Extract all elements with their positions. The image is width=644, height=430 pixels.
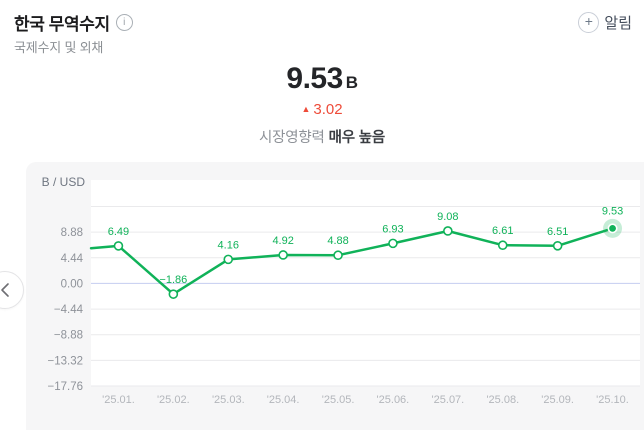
change-value: 3.02 (313, 101, 343, 118)
alarm-button[interactable]: + 알림 (578, 11, 632, 33)
data-point-'25.03.[interactable] (223, 254, 234, 265)
chevron-left-icon (1, 283, 9, 297)
market-impact-level: 매우 높음 (328, 130, 386, 146)
x-axis-label: '25.08. (486, 394, 519, 406)
x-axis-label: '25.05. (322, 394, 355, 406)
data-point-label: 4.92 (272, 235, 293, 247)
page-title: 한국 무역수지 (14, 14, 110, 34)
x-axis-label: '25.09. (541, 394, 574, 406)
trade-balance-line-chart[interactable]: 8.88 4.44 0.00 −4.44 −8.88 −13.32 −17.76 6.49 −1… (26, 180, 644, 418)
y-axis-unit-label: B / USD (41, 175, 85, 189)
data-point-label: 6.49 (108, 226, 129, 238)
data-point-'25.05.[interactable] (333, 250, 343, 261)
info-icon[interactable]: i (115, 13, 133, 31)
current-value-number: 9.53 (286, 62, 343, 95)
data-point-label: 4.16 (218, 239, 239, 251)
x-axis-label: '25.01. (102, 394, 135, 406)
chart-panel: B / USD 8.88 4.44 0.00 −4.44 −8.88 −13.32 −17.… (26, 162, 644, 430)
data-point-'25.02.[interactable] (168, 289, 179, 299)
data-point-label: 6.61 (492, 225, 513, 237)
y-tick-label: 4.44 (61, 253, 84, 265)
y-tick-label: 8.88 (61, 227, 83, 239)
x-axis-label: '25.06. (377, 394, 410, 406)
market-impact-label: 시장영향력 (258, 130, 325, 146)
y-tick-label: −17.76 (48, 381, 84, 393)
data-point-label: 9.53 (602, 205, 623, 217)
data-point-'25.06.[interactable] (388, 238, 398, 249)
current-value: 9.53 B (0, 62, 644, 96)
current-value-unit: B (345, 73, 358, 92)
alarm-button-label: 알림 (604, 14, 632, 32)
y-tick-label: −13.32 (48, 355, 84, 367)
data-point-'25.01.[interactable] (113, 241, 124, 251)
header: 한국 무역수지 i + 알림 (14, 10, 632, 34)
market-impact: 시장영향력 매우 높음 (0, 126, 644, 147)
data-point-label: −1.86 (159, 274, 187, 286)
data-point-'25.10.[interactable] (609, 224, 616, 232)
x-axis-label: '25.03. (212, 394, 245, 406)
data-point-label: 9.08 (437, 211, 458, 223)
x-axis-label: '25.02. (157, 394, 190, 406)
x-axis-label: '25.04. (267, 394, 300, 406)
change-indicator: ▲ 3.02 (0, 101, 644, 118)
breadcrumb-category: 국제수지 및 외채 (14, 40, 104, 55)
up-triangle-icon: ▲ (301, 104, 311, 114)
data-point-label: 6.93 (382, 223, 403, 235)
y-tick-label: −8.88 (54, 330, 83, 342)
stats-block: 9.53 B ▲ 3.02 시장영향력 매우 높음 (0, 62, 644, 147)
data-point-label: 6.51 (547, 226, 568, 238)
prev-chart-button[interactable] (0, 271, 24, 309)
x-axis-label: '25.07. (432, 394, 465, 406)
data-point-'25.07.[interactable] (443, 226, 453, 236)
data-point-'25.04.[interactable] (278, 250, 288, 260)
data-point-'25.08.[interactable] (497, 240, 508, 251)
data-point-label: 4.88 (327, 235, 348, 247)
plus-circle-icon: + (578, 11, 600, 33)
x-axis-label: '25.10. (596, 394, 629, 406)
data-point-'25.09.[interactable] (552, 240, 563, 251)
y-tick-label: 0.00 (61, 278, 83, 290)
y-tick-label: −4.44 (54, 304, 84, 316)
